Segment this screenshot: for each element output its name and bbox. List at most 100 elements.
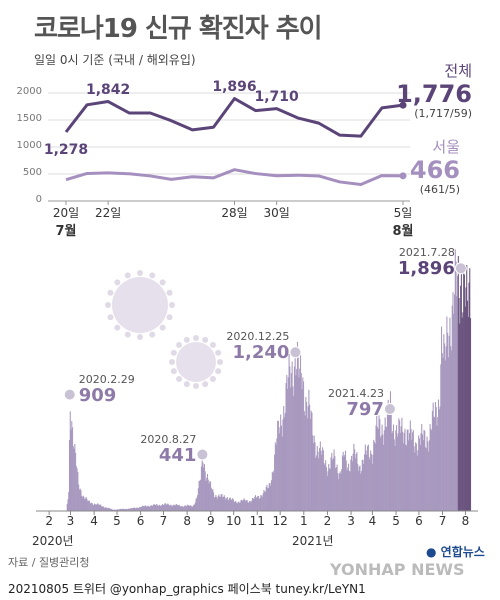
histogram-bar [213,497,215,511]
histogram-bar [297,353,299,511]
histogram-bar [71,421,73,511]
histogram-bar [334,456,336,511]
histogram-bar [235,502,238,511]
histogram-bar [451,305,453,511]
histogram-bar [406,429,408,511]
histogram-bar [287,377,289,511]
histogram-bar [417,450,419,511]
annotation-marker [383,402,396,415]
histogram-bar [244,499,246,511]
histogram-bar [390,409,392,511]
histogram-bar [142,506,144,511]
histogram-bar [394,445,396,511]
histogram-bar [224,497,226,511]
histogram-bar [185,506,187,511]
histogram-bar [380,437,382,511]
histogram-bar [72,446,74,511]
histogram-bar [306,418,308,511]
histogram-bar [280,425,282,511]
histogram-bar [213,492,215,511]
histogram-bar [298,377,300,511]
histogram-bar [127,508,129,511]
histogram-bar [226,498,228,511]
histogram-bar [392,424,395,511]
y-tick-label: 2000 [16,86,42,97]
y-tick-label: 1500 [16,113,42,124]
histogram-bar [443,334,445,511]
histogram-bar [351,461,353,511]
histogram-bar [233,501,235,511]
histogram-bar [405,444,407,511]
histogram-bar [228,500,230,511]
histogram-bar [454,249,456,511]
legend-seoul: 서울 466 (461/5) [410,136,460,196]
histogram-bar [139,507,141,511]
histogram-bar [295,375,297,511]
histogram-bar [84,499,86,511]
histogram-bar [245,500,247,511]
histogram-bar [386,406,388,511]
histogram-bar [147,505,149,511]
histogram-bar [136,507,138,511]
histogram-bar [156,504,158,511]
histogram-bar [195,498,197,511]
histogram-bar [439,406,441,511]
histogram-bar [144,505,146,511]
histogram-bar [383,444,385,511]
histogram-bar [305,396,307,511]
histogram-bar [312,435,314,511]
histogram-bar [444,360,446,511]
histogram-bar [437,399,440,511]
histogram-bar [277,421,279,511]
histogram-bar [321,454,323,511]
annotation-date: 2020.8.27 [140,432,197,446]
histogram-bar [355,453,357,511]
histogram-bar [210,481,212,511]
histogram-bar [181,506,183,511]
histogram-bar [153,504,155,511]
histogram-bar [273,470,275,511]
histogram-bar [171,505,173,511]
histogram-bar [358,466,360,511]
month-tick-label: 12 [272,514,288,528]
histogram-bar [388,413,390,511]
histogram-bar [162,504,164,511]
histogram-bar [296,368,298,511]
histogram-bar [76,468,78,511]
histogram-bar [149,506,151,511]
histogram-bar [100,506,103,511]
histogram-bar [166,504,168,511]
histogram-bar [364,454,366,511]
histogram-bar [227,499,229,511]
histogram-bar [283,416,286,511]
histogram-bar [216,498,218,511]
month-tick-label: 9 [206,514,215,528]
histogram-bar [197,488,199,511]
histogram-bar [434,402,436,511]
histogram-bar [255,497,257,511]
annotation-label: 2020.2.29 909 [79,373,135,406]
histogram-bar [151,505,153,511]
histogram-bar [423,429,425,511]
histogram-bar [122,508,124,511]
point-label: 1,278 [43,141,89,158]
histogram-bar [115,509,117,511]
histogram-bar [123,509,125,511]
histogram-bar [77,472,79,511]
histogram-bar [397,433,399,511]
histogram-bar [381,424,383,511]
histogram-bar [72,427,74,511]
histogram-bar [301,389,303,511]
histogram-bar [328,463,330,511]
histogram-bar [412,432,414,511]
histogram-bar [123,508,125,511]
yonhap-logo-text: 연합뉴스 [440,545,485,559]
histogram-bar [432,402,434,511]
histogram-bar [102,506,104,511]
annotation-label: 2020.8.27 441 [140,433,196,466]
histogram-bar [435,406,437,511]
histogram-bar [168,505,170,511]
histogram-bar [182,506,184,511]
histogram-bar [177,505,179,511]
histogram-bar [389,408,391,511]
